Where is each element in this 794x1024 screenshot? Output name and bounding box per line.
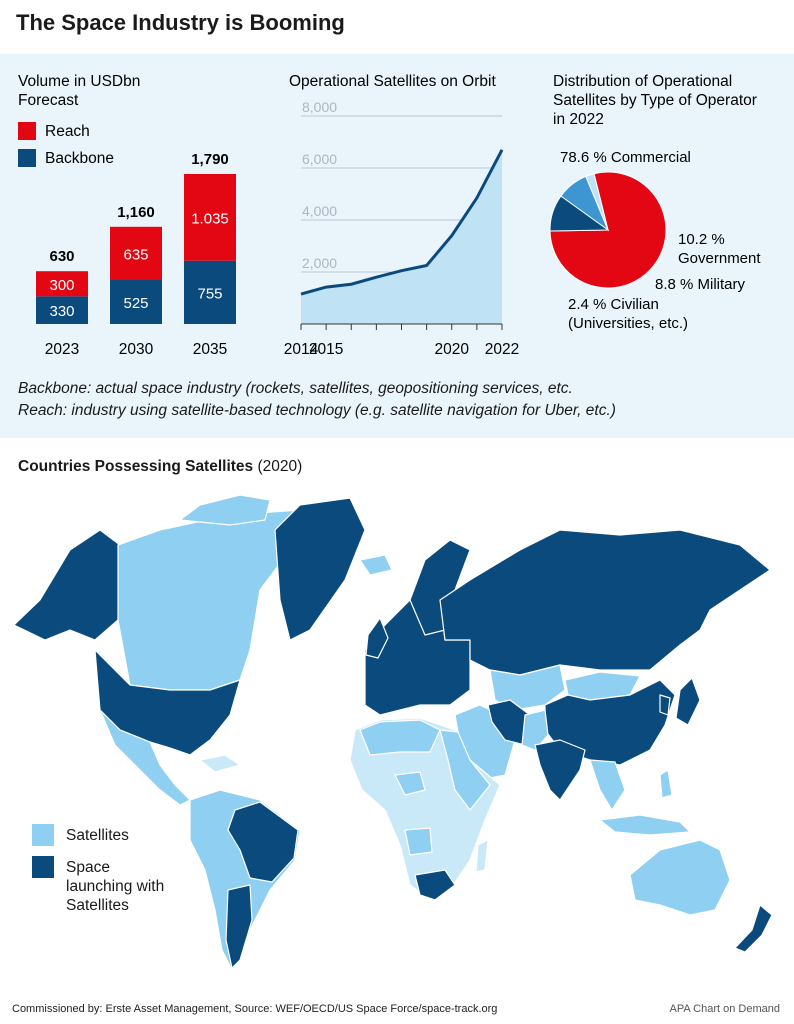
pie-slice-government	[549, 195, 610, 232]
bar-value-reach-2035: 1.035	[191, 210, 229, 227]
line-xtick-2015: 2015	[309, 341, 343, 358]
map-indonesia	[599, 814, 691, 836]
pie-chart-title-line3: in 2022	[553, 111, 604, 128]
page-title: The Space Industry is Booming	[16, 10, 345, 35]
map-uk	[365, 617, 389, 659]
map-southeast-asia	[589, 759, 626, 811]
line-ytick-8,000: 8,000	[302, 99, 337, 115]
bar-value-backbone-2035: 755	[197, 285, 222, 302]
bar-value-backbone-2023: 330	[49, 303, 74, 320]
map-nigeria	[394, 771, 426, 796]
legend-backbone-swatch	[18, 149, 36, 167]
line-xtick-2020: 2020	[435, 341, 470, 358]
line-ytick-4,000: 4,000	[302, 203, 337, 219]
legend-satellites-swatch	[32, 824, 54, 846]
map-korea	[659, 694, 671, 716]
pie-label-government-name: Government	[678, 250, 761, 267]
map-japan	[675, 677, 701, 726]
world-map	[13, 494, 773, 971]
chart-notes: Backbone: actual space industry (rockets…	[18, 378, 616, 422]
bar-backbone-2023	[36, 296, 88, 324]
map-iceland	[359, 554, 393, 576]
footer-source: Commissioned by: Erste Asset Management,…	[12, 1003, 498, 1015]
bar-value-reach-2030: 635	[123, 246, 148, 263]
bar-chart-title-line1: Volume in USDbn	[18, 73, 140, 90]
bar-xtick-2035: 2035	[193, 341, 227, 358]
map-title-year: (2020)	[257, 458, 303, 475]
map-east-africa	[439, 729, 491, 811]
map-pakistan	[521, 709, 549, 751]
map-europe	[364, 589, 471, 716]
legend-launch-line1: Space	[66, 859, 110, 876]
map-north-africa	[359, 719, 441, 756]
legend-reach-label: Reach	[45, 123, 90, 140]
bar-chart-title-line2: Forecast	[18, 92, 79, 109]
legend-satellites-label: Satellites	[66, 827, 129, 844]
pie-chart-title-line1: Distribution of Operational	[553, 73, 732, 90]
bar-reach-2023	[36, 271, 88, 297]
bar-total-2035: 1,790	[191, 151, 229, 168]
note-reach: Reach: industry using satellite-based te…	[18, 402, 616, 419]
map-south-africa	[414, 869, 456, 901]
note-backbone: Backbone: actual space industry (rockets…	[18, 380, 573, 397]
pie-label-civilian: 2.4 % Civilian	[568, 296, 659, 313]
bar-total-2023: 630	[49, 248, 74, 265]
legend-backbone-label: Backbone	[45, 150, 114, 167]
legend-launch-line2: launching with	[66, 878, 165, 895]
map-new-zealand	[734, 904, 773, 953]
charts-area: Volume in USDbn Forecast Reach Backbone …	[18, 73, 761, 358]
bar-reach-2030	[110, 226, 162, 281]
map-argentina	[225, 884, 253, 969]
map-philippines	[659, 769, 673, 799]
line-area-fill	[301, 149, 502, 324]
map-alaska	[13, 529, 121, 641]
bar-value-backbone-2030: 525	[123, 295, 148, 312]
legend-launch-line3: Satellites	[66, 897, 129, 914]
pie-chart-title-line2: Satellites by Type of Operator	[553, 92, 757, 109]
map-title: Countries Possessing Satellites (2020)	[18, 458, 302, 476]
line-chart-title: Operational Satellites on Orbit	[289, 73, 496, 90]
line-xtick-2014: 2014	[284, 341, 319, 358]
legend-launch-label: Space launching with Satellites	[66, 858, 164, 915]
pie-chart	[549, 171, 667, 289]
bar-reach-2035	[184, 174, 236, 261]
legend-reach-swatch	[18, 122, 36, 140]
map-india	[534, 739, 586, 801]
pie-label-commercial: 78.6 % Commercial	[560, 149, 691, 166]
pie-label-military: 8.8 % Military	[655, 276, 746, 293]
map-brazil	[227, 801, 299, 883]
map-kazakhstan	[489, 664, 566, 711]
map-angola	[404, 827, 433, 856]
map-scandinavia	[409, 539, 471, 636]
legend-launch-swatch	[32, 856, 54, 878]
line-xtick-2022: 2022	[485, 341, 519, 358]
map-canada	[117, 509, 301, 691]
pie-label-government-pct: 10.2 %	[678, 231, 725, 248]
map-madagascar	[475, 839, 489, 873]
footer-credit: APA Chart on Demand	[669, 1003, 780, 1015]
pie-label-civilian-note: (Universities, etc.)	[568, 315, 688, 332]
bar-chart: 330 300 630 2023 525 635 1,160 2030 755 1.035 1,79…	[36, 151, 236, 358]
bar-value-reach-2023: 300	[49, 277, 74, 294]
map-greenland	[274, 497, 366, 641]
map-arctic-islands	[179, 494, 271, 526]
bar-backbone-2035	[184, 260, 236, 324]
bar-total-2030: 1,160	[117, 204, 155, 221]
bar-backbone-2030	[110, 280, 162, 324]
map-caribbean	[199, 754, 241, 773]
map-title-main: Countries Possessing Satellites	[18, 458, 254, 475]
bar-xtick-2030: 2030	[119, 341, 154, 358]
map-russia	[439, 529, 771, 676]
line-series	[300, 149, 504, 296]
map-australia	[629, 839, 731, 916]
bar-xtick-2023: 2023	[45, 341, 79, 358]
line-ytick-6,000: 6,000	[302, 151, 337, 167]
line-ytick-2,000: 2,000	[302, 255, 337, 271]
